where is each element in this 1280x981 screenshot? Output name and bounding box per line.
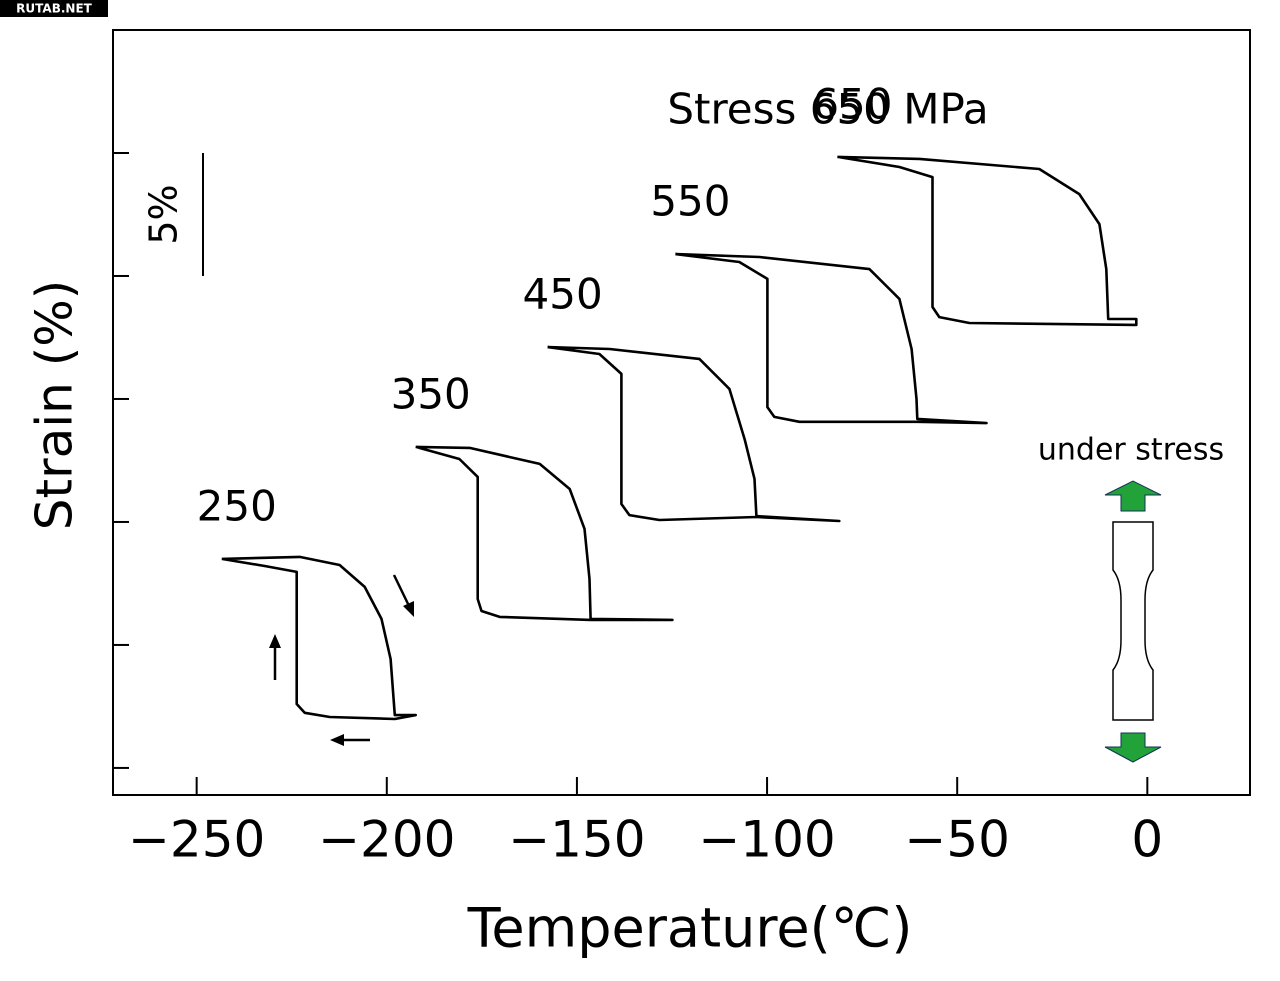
x-tick-label: −50 <box>904 811 1010 869</box>
plot-frame <box>112 29 1251 796</box>
curve-label: 450 <box>523 270 603 319</box>
scale-bar-label: 5% <box>142 184 186 244</box>
watermark-bg <box>0 0 108 17</box>
y-axis-label: Strain (%) <box>26 280 84 531</box>
direction-arrows <box>269 574 414 746</box>
hysteresis-curve <box>837 155 1138 327</box>
hysteresis-curve <box>547 345 841 523</box>
x-tick-label: −150 <box>508 811 645 869</box>
hysteresis-curve <box>221 555 417 721</box>
hysteresis-curve <box>415 445 674 622</box>
x-tick-label: 0 <box>1131 811 1163 869</box>
specimen-icon <box>1104 480 1162 763</box>
watermark: RUTAB.NET <box>16 2 92 16</box>
curve-label: 350 <box>391 369 471 418</box>
x-tick-label: −200 <box>318 811 455 869</box>
curve-label: 250 <box>197 481 277 530</box>
hysteresis-curve <box>675 252 988 425</box>
x-axis-label: Temperature(℃) <box>467 897 913 960</box>
x-tick-label: −250 <box>128 811 265 869</box>
x-tick-label: −100 <box>698 811 835 869</box>
curve-label: 650 <box>812 79 892 128</box>
annotation: under stress <box>1038 433 1224 468</box>
curve-label: 550 <box>650 177 730 226</box>
chart-title: Stress 650 MPa <box>667 85 988 134</box>
